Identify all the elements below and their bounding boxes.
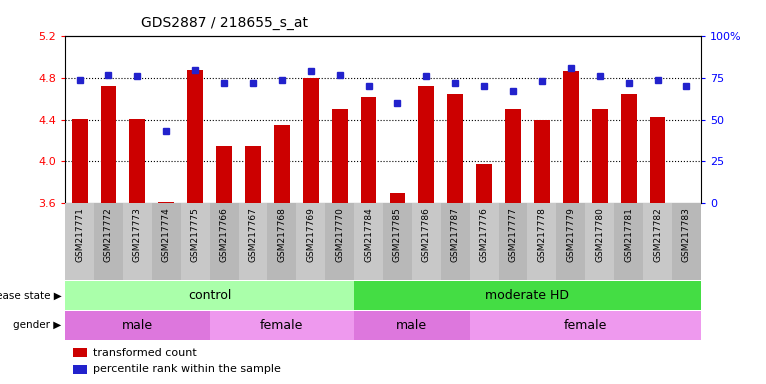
Bar: [71, 119, 87, 203]
Bar: [303, 78, 319, 203]
Text: GSM217785: GSM217785: [393, 207, 402, 262]
Text: percentile rank within the sample: percentile rank within the sample: [93, 364, 280, 374]
Bar: [238, 203, 267, 280]
Bar: [129, 119, 146, 203]
Bar: [470, 203, 499, 280]
Bar: [65, 203, 94, 280]
Text: GSM217783: GSM217783: [682, 207, 691, 262]
Bar: [389, 193, 405, 203]
Text: control: control: [188, 289, 231, 302]
Text: GSM217768: GSM217768: [277, 207, 286, 262]
Text: GSM217770: GSM217770: [336, 207, 344, 262]
Bar: [181, 203, 210, 280]
Bar: [296, 203, 326, 280]
Text: GSM217786: GSM217786: [422, 207, 430, 262]
Text: GSM217772: GSM217772: [104, 207, 113, 262]
Bar: [123, 203, 152, 280]
Bar: [447, 94, 463, 203]
Text: moderate HD: moderate HD: [486, 289, 569, 302]
Bar: [326, 203, 354, 280]
Text: transformed count: transformed count: [93, 348, 196, 358]
Text: GSM217780: GSM217780: [595, 207, 604, 262]
Text: female: female: [260, 319, 303, 332]
Bar: [354, 311, 470, 340]
Bar: [440, 203, 470, 280]
Bar: [245, 146, 261, 203]
Bar: [672, 203, 701, 280]
Bar: [476, 164, 492, 203]
Bar: [679, 203, 695, 240]
Text: male: male: [396, 319, 427, 332]
Bar: [383, 203, 412, 280]
Bar: [210, 311, 354, 340]
Bar: [650, 117, 666, 203]
Bar: [505, 109, 521, 203]
Bar: [499, 203, 528, 280]
Bar: [187, 70, 203, 203]
Text: GSM217777: GSM217777: [509, 207, 518, 262]
Bar: [332, 109, 348, 203]
Text: GSM217779: GSM217779: [566, 207, 575, 262]
Bar: [159, 202, 174, 203]
Bar: [267, 203, 296, 280]
Bar: [152, 203, 181, 280]
Text: GSM217784: GSM217784: [364, 207, 373, 262]
Bar: [216, 146, 232, 203]
Bar: [614, 203, 643, 280]
Text: male: male: [122, 319, 153, 332]
Bar: [470, 311, 701, 340]
Bar: [418, 86, 434, 203]
Text: gender ▶: gender ▶: [13, 320, 61, 331]
Bar: [65, 281, 354, 310]
Bar: [585, 203, 614, 280]
Text: GSM217771: GSM217771: [75, 207, 84, 262]
Text: disease state ▶: disease state ▶: [0, 290, 61, 301]
Text: GSM217781: GSM217781: [624, 207, 633, 262]
Bar: [361, 97, 377, 203]
Text: GDS2887 / 218655_s_at: GDS2887 / 218655_s_at: [140, 16, 308, 30]
Bar: [412, 203, 440, 280]
Bar: [274, 125, 290, 203]
Bar: [354, 281, 701, 310]
Text: GSM217775: GSM217775: [191, 207, 200, 262]
Text: GSM217766: GSM217766: [220, 207, 228, 262]
Bar: [210, 203, 238, 280]
Text: female: female: [564, 319, 607, 332]
Bar: [643, 203, 672, 280]
Text: GSM217773: GSM217773: [133, 207, 142, 262]
Bar: [354, 203, 383, 280]
Text: GSM217782: GSM217782: [653, 207, 662, 262]
Text: GSM217787: GSM217787: [450, 207, 460, 262]
Bar: [534, 120, 550, 203]
Bar: [100, 86, 116, 203]
Bar: [563, 71, 579, 203]
Text: GSM217776: GSM217776: [480, 207, 489, 262]
Bar: [620, 94, 637, 203]
Text: GSM217769: GSM217769: [306, 207, 316, 262]
Text: GSM217767: GSM217767: [248, 207, 257, 262]
Text: GSM217774: GSM217774: [162, 207, 171, 262]
Bar: [65, 311, 210, 340]
Bar: [94, 203, 123, 280]
Bar: [556, 203, 585, 280]
Bar: [592, 109, 607, 203]
Bar: [528, 203, 556, 280]
Text: GSM217778: GSM217778: [538, 207, 546, 262]
